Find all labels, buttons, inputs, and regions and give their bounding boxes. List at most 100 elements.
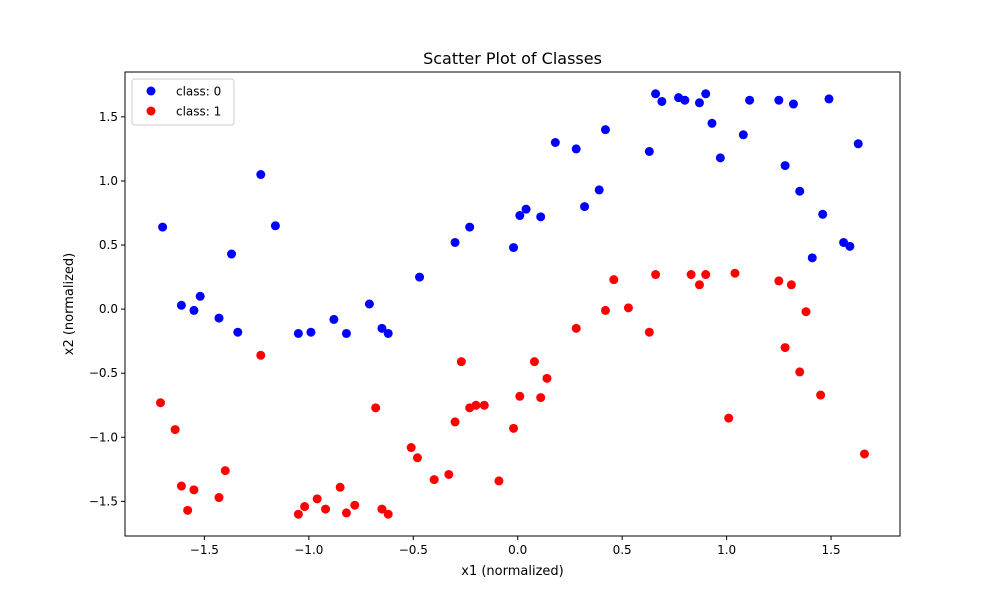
class-0-point — [745, 95, 755, 105]
y-tick-label: 0.0 — [99, 302, 118, 316]
class-0-point — [450, 237, 460, 247]
y-tick-label: −1.5 — [89, 494, 118, 508]
class-1-point — [816, 390, 826, 400]
class-0-point — [233, 327, 243, 337]
class-0-point — [214, 313, 224, 323]
class-1-point — [183, 505, 193, 515]
class-0-point — [680, 95, 690, 105]
class-0-point — [306, 327, 316, 337]
class-1-point — [609, 275, 619, 285]
class-1-point — [350, 500, 360, 510]
class-1-point — [170, 425, 180, 435]
class-0-point — [657, 96, 667, 106]
class-0-point — [694, 98, 704, 108]
class-0-point — [594, 185, 604, 195]
class-0-point — [293, 328, 303, 338]
x-tick-label: 0.5 — [613, 543, 632, 557]
class-1-point — [623, 303, 633, 313]
class-0-point — [853, 139, 863, 149]
class-1-point — [479, 400, 489, 410]
class-1-point — [515, 391, 525, 401]
chart-title: Scatter Plot of Classes — [423, 49, 602, 68]
class-0-point — [227, 249, 237, 259]
legend: class: 0 class: 1 — [131, 78, 235, 126]
class-1-point — [774, 276, 784, 286]
class-0-point — [515, 211, 525, 221]
x-axis-label: x1 (normalized) — [461, 564, 563, 579]
class-0-point — [415, 272, 425, 282]
class-1-point — [509, 423, 519, 433]
class-0-point — [600, 125, 610, 135]
class-1-point — [859, 449, 869, 459]
class-0-point — [644, 146, 654, 156]
y-tick-label: 1.0 — [99, 174, 118, 188]
y-tick-label: −1.0 — [89, 430, 118, 444]
class-0-point — [270, 221, 280, 231]
class-0-point — [701, 89, 711, 99]
class-0-point — [845, 241, 855, 251]
class-1-point — [795, 367, 805, 377]
class-0-point — [818, 209, 828, 219]
x-tick-label: 1.5 — [822, 543, 841, 557]
class-1-point — [377, 504, 387, 514]
class-1-point — [786, 280, 796, 290]
axis-ticks: −1.5 −1.0 −0.5 0.0 0.5 1.0 1.5 −1.5 −1.0 −0.5 0.0 0… — [89, 110, 841, 557]
class-0-point — [571, 144, 581, 154]
class-1-point — [300, 502, 310, 512]
class-1-point — [156, 398, 166, 408]
class-1-point — [256, 350, 266, 360]
x-tick-label: −0.5 — [399, 543, 428, 557]
class-1-point — [686, 270, 696, 280]
class-0-point — [707, 118, 717, 128]
y-tick-label: 0.5 — [99, 238, 118, 252]
class-0-point — [788, 99, 798, 109]
class-0-point — [651, 89, 661, 99]
class-0-point — [256, 170, 266, 180]
class-0-point — [377, 323, 387, 333]
y-tick-label: −0.5 — [89, 366, 118, 380]
class-1-point — [383, 509, 393, 519]
class-1-point — [293, 509, 303, 519]
class-0-point — [465, 222, 475, 232]
legend-label: class: 0 — [176, 85, 221, 99]
legend-box — [131, 78, 235, 126]
legend-label: class: 1 — [176, 105, 221, 119]
class-1-point — [450, 417, 460, 427]
class-1-point — [494, 476, 504, 486]
class-1-point — [542, 373, 552, 383]
class-0-point — [807, 253, 817, 263]
legend-marker — [146, 106, 156, 116]
class-1-point — [694, 280, 704, 290]
class-1-point — [335, 482, 345, 492]
x-tick-label: −1.0 — [294, 543, 323, 557]
y-axis-label: x2 (normalized) — [62, 253, 77, 355]
class-0-point — [715, 153, 725, 163]
class-0-point — [341, 328, 351, 338]
data-points — [156, 89, 869, 519]
class-0-point — [383, 328, 393, 338]
class-0-point — [824, 94, 834, 104]
class-1-point — [536, 393, 546, 403]
class-1-point — [444, 469, 454, 479]
class-1-point — [724, 413, 734, 423]
class-1-point — [456, 357, 466, 367]
class-0-point — [158, 222, 168, 232]
class-0-point — [176, 300, 186, 310]
class-1-point — [429, 475, 439, 485]
class-1-point — [644, 327, 654, 337]
class-1-point — [600, 305, 610, 315]
class-1-point — [471, 400, 481, 410]
class-1-point — [651, 270, 661, 280]
class-1-point — [189, 485, 199, 495]
x-tick-label: −1.5 — [190, 543, 219, 557]
class-0-point — [550, 137, 560, 147]
class-1-point — [406, 443, 416, 453]
class-0-point — [780, 161, 790, 171]
class-0-point — [521, 204, 531, 214]
class-0-point — [509, 243, 519, 253]
class-0-point — [580, 202, 590, 212]
class-0-point — [774, 95, 784, 105]
class-1-point — [214, 493, 224, 503]
